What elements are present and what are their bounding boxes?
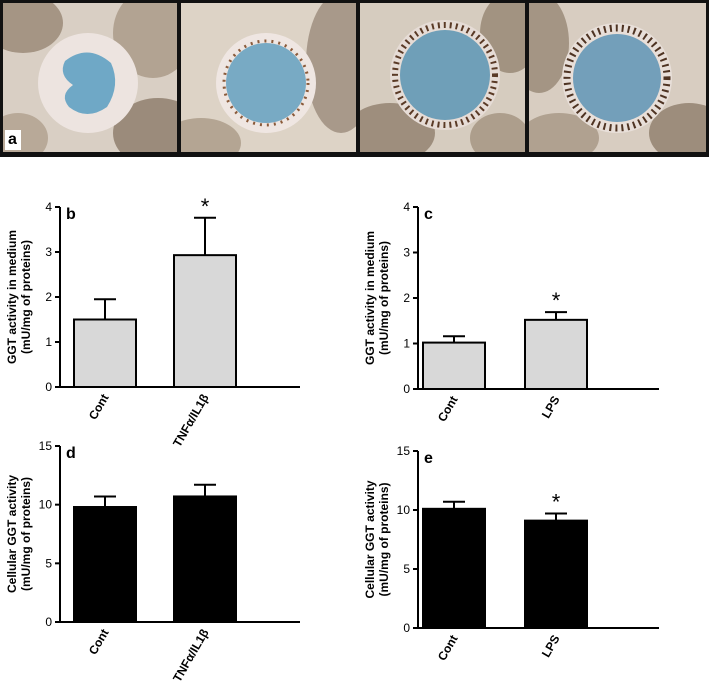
chart-b: 0 1 2 3 4 GGT activity in medium (mU/mg of pro… bbox=[5, 194, 300, 449]
y-tick-label: 15 bbox=[397, 444, 411, 458]
y-tick-label: 4 bbox=[403, 200, 410, 214]
bar bbox=[422, 341, 486, 390]
y-tick-label: 1 bbox=[403, 337, 410, 351]
micrograph-strip: a bbox=[0, 0, 709, 157]
panel-label: c bbox=[424, 206, 433, 223]
bar bbox=[73, 506, 137, 623]
y-axis-subtitle: (mU/mg of proteins) bbox=[19, 477, 33, 591]
chart-d: 0 5 10 15 Cellular GGT activity (mU/mg of pro… bbox=[5, 439, 300, 684]
y-tick-label: 1 bbox=[45, 335, 52, 349]
x-tick-label: Cont bbox=[86, 627, 112, 658]
y-tick-label: 10 bbox=[39, 498, 53, 512]
y-tick-label: 4 bbox=[45, 200, 52, 214]
micrograph-cell-2 bbox=[181, 3, 356, 152]
micrograph-cell-3 bbox=[360, 3, 525, 152]
bar bbox=[73, 318, 137, 388]
panel-label: e bbox=[424, 450, 433, 467]
bar bbox=[524, 519, 588, 629]
x-tick-label: LPS bbox=[539, 633, 563, 660]
panel-a-label: a bbox=[5, 130, 21, 150]
y-tick-label: 3 bbox=[45, 245, 52, 259]
y-axis-subtitle: (mU/mg of proteins) bbox=[19, 240, 33, 354]
bar bbox=[524, 318, 588, 390]
panel-label: b bbox=[66, 206, 76, 223]
y-tick-label: 3 bbox=[403, 246, 410, 260]
x-tick-label: Cont bbox=[435, 394, 461, 425]
x-tick-label: TNFα/IL1β bbox=[170, 627, 211, 685]
chart-c: 0 1 2 3 4 GGT activity in medium (mU/mg of pro… bbox=[363, 200, 659, 425]
micrograph-cell-1 bbox=[3, 3, 177, 152]
y-axis-subtitle: (mU/mg of proteins) bbox=[377, 241, 391, 355]
bar bbox=[173, 495, 237, 624]
x-tick-label: LPS bbox=[539, 394, 563, 421]
y-axis-subtitle: (mU/mg of proteins) bbox=[377, 483, 391, 597]
y-tick-label: 0 bbox=[45, 380, 52, 394]
y-tick-label: 10 bbox=[397, 503, 411, 517]
significance-marker: * bbox=[552, 288, 561, 313]
micrograph-cell-4 bbox=[529, 3, 706, 152]
y-tick-label: 2 bbox=[403, 291, 410, 305]
y-axis-title: GGT activity in medium bbox=[363, 231, 377, 365]
significance-marker: * bbox=[552, 490, 561, 515]
x-tick-label: Cont bbox=[86, 392, 112, 423]
y-tick-label: 5 bbox=[403, 562, 410, 576]
y-tick-label: 15 bbox=[39, 439, 53, 453]
significance-marker: * bbox=[201, 194, 210, 219]
y-axis-title: GGT activity in medium bbox=[5, 230, 19, 364]
x-tick-label: Cont bbox=[435, 633, 461, 664]
y-tick-label: 0 bbox=[45, 615, 52, 629]
panel-label: d bbox=[66, 445, 76, 462]
y-tick-label: 0 bbox=[403, 621, 410, 635]
y-tick-label: 0 bbox=[403, 382, 410, 396]
bar bbox=[173, 254, 237, 389]
y-tick-label: 2 bbox=[45, 290, 52, 304]
y-axis-title: Cellular GGT activity bbox=[363, 480, 377, 598]
y-tick-label: 5 bbox=[45, 556, 52, 570]
chart-e: 0 5 10 15 Cellular GGT activity (mU/mg of pro… bbox=[363, 444, 659, 664]
y-axis-title: Cellular GGT activity bbox=[5, 475, 19, 593]
bar bbox=[422, 507, 486, 629]
